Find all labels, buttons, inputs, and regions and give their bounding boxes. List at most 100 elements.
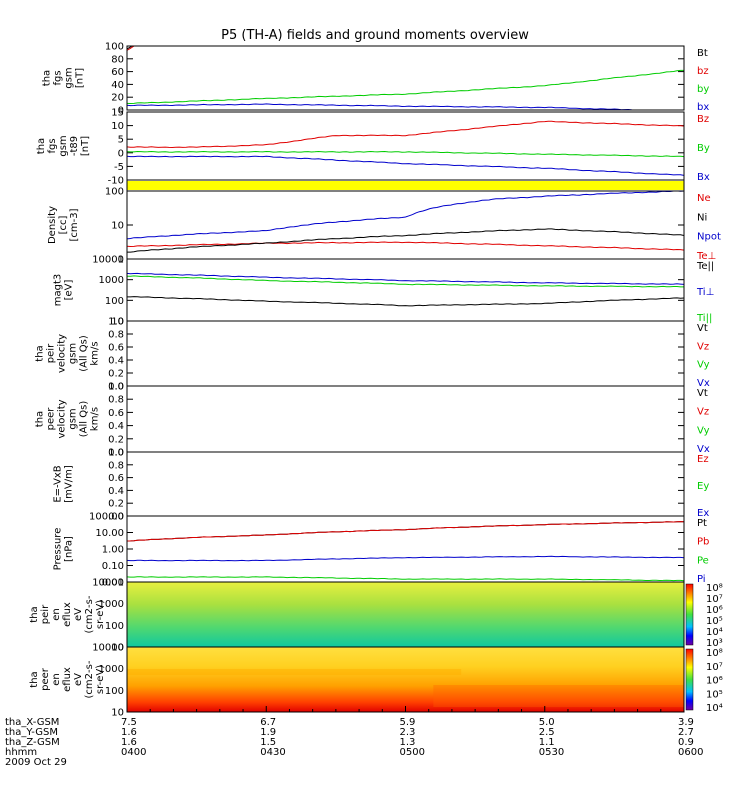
y-axis-label: [nT]	[75, 68, 86, 88]
y-tick-label: 0.0	[108, 382, 124, 393]
legend-entry: Vt	[697, 323, 708, 334]
ephemeris-value: 5.9	[399, 717, 416, 728]
y-axis-label: tha	[29, 606, 40, 622]
series-line-By	[127, 150, 684, 158]
y-tick-label: 0.4	[108, 356, 124, 367]
ephemeris-value: 1.9	[260, 727, 277, 738]
y-tick-label: 0.0	[108, 448, 124, 459]
colorbar-label: 10⁷	[706, 594, 723, 605]
y-axis-label: en	[51, 608, 62, 621]
y-tick-label: -10	[108, 176, 124, 187]
y-tick-label: 10	[111, 643, 124, 654]
legend-entry: Te⊥	[696, 251, 716, 262]
y-tick-label: 100	[105, 296, 124, 307]
series-group	[127, 120, 684, 176]
y-axis-label: velocity	[57, 399, 68, 438]
y-axis-label: peir	[40, 604, 51, 624]
y-axis-label: velocity	[57, 334, 68, 373]
colorbar-label: 10⁵	[706, 616, 723, 627]
colorbar-label: 10⁵	[706, 689, 723, 700]
ephemeris-value: 3.9	[678, 717, 694, 728]
series-line-Ti||	[127, 275, 684, 288]
y-axis-label: sr-eV)	[95, 665, 106, 694]
series-group	[127, 521, 684, 582]
panel-frame	[126, 111, 685, 181]
legend-entry: Ti||	[696, 313, 712, 324]
colorbar-label: 10³	[706, 638, 723, 649]
y-tick-label: 10	[111, 221, 124, 232]
colorbar-label: 10⁶	[706, 605, 723, 616]
y-axis-label: tha	[35, 345, 46, 361]
panel-frame	[126, 45, 685, 111]
y-tick-label: -5	[114, 162, 124, 173]
panel-density: 100 10 1 Density [cc] [cm-3] Ne Ni Npot Te⊥	[47, 187, 721, 266]
legend-entry: Ey	[697, 481, 709, 492]
y-tick-label: 0	[118, 148, 124, 159]
flag-band	[127, 181, 684, 190]
ephemeris-label: tha_Y-GSM	[5, 727, 59, 738]
series-group	[127, 191, 684, 253]
y-axis-label: peir	[46, 343, 57, 363]
y-axis-label: eflux	[62, 602, 73, 627]
y-tick-label: 100	[105, 621, 124, 632]
y-tick-label: 1.0	[108, 317, 124, 328]
y-tick-label: 10	[111, 708, 124, 719]
panel-peir_spec: 10000 1000 100 10 tha peir en eflux eV (cm2-s-sr-…	[29, 578, 723, 654]
legend-entry: Bx	[697, 172, 710, 183]
y-tick-label: 1.00	[102, 545, 124, 556]
y-tick-label: 0.8	[108, 330, 124, 341]
ephemeris-value: 0400	[121, 747, 147, 758]
y-axis-label: (All Qs)	[79, 335, 90, 372]
y-tick-label: 0.2	[108, 369, 124, 380]
series-line-Pe	[127, 576, 684, 582]
y-axis-label: [nT]	[80, 136, 91, 156]
ephemeris-value: 1.3	[399, 737, 416, 748]
y-axis-label: Pressure	[53, 528, 64, 571]
legend-entry: by	[697, 84, 709, 95]
ephemeris-value: 0430	[260, 747, 286, 758]
series-line-Te||	[127, 296, 684, 307]
y-tick-label: 0.4	[108, 486, 124, 497]
y-axis-label: -t89	[69, 136, 80, 156]
y-tick-label: 0.4	[108, 421, 124, 432]
legend-entry: bz	[697, 66, 709, 77]
ephemeris-value: 1.5	[260, 737, 277, 748]
y-tick-label: 1.0	[108, 382, 124, 393]
legend-entry: Vz	[697, 341, 709, 352]
colorbar-label: 10⁸	[706, 583, 723, 594]
panel-peir_vel: 1.0 0.8 0.6 0.4 0.2 0.0 tha peir velocity gsm (All…	[35, 317, 710, 393]
ephemeris-value: 0530	[538, 747, 565, 758]
legend-entry: Pi	[697, 574, 706, 585]
legend-entry: Vz	[697, 407, 709, 418]
legend-entry: Te||	[696, 261, 714, 272]
series-line-Pb	[127, 521, 684, 542]
colorbar-label: 10⁴	[706, 627, 723, 638]
y-tick-label: 10	[111, 121, 124, 132]
y-tick-label: 10000	[92, 255, 124, 266]
y-axis-label: (cm2-s-	[84, 660, 95, 698]
y-axis-label: peer	[40, 667, 51, 691]
ephemeris-value: 0600	[678, 747, 704, 758]
series-line-Ne	[127, 241, 684, 251]
series-line-Bt	[127, 46, 133, 50]
y-axis-label: gsm	[68, 343, 79, 364]
legend-entry: Vx	[697, 444, 710, 455]
ephemeris-value: 6.7	[260, 717, 277, 728]
colorbar-label: 10⁷	[706, 662, 723, 673]
y-axis-label: gsm	[68, 408, 79, 429]
series-group	[127, 46, 684, 110]
y-tick-label: 100	[105, 686, 124, 697]
series-line-bx	[127, 103, 667, 110]
y-tick-label: 20	[111, 93, 124, 104]
y-tick-label: 1000	[99, 599, 124, 610]
y-axis-label: tha	[29, 671, 40, 687]
y-tick-label: 10	[111, 317, 124, 328]
y-tick-label: 40	[111, 80, 124, 91]
legend-entry: Bt	[697, 48, 708, 59]
ephemeris-label: tha_X-GSM	[5, 717, 60, 728]
legend-entry: Ti⊥	[696, 287, 714, 298]
y-tick-label: 10000	[92, 643, 124, 654]
legend-entry: Vx	[697, 378, 710, 389]
y-axis-label: en	[51, 673, 62, 686]
